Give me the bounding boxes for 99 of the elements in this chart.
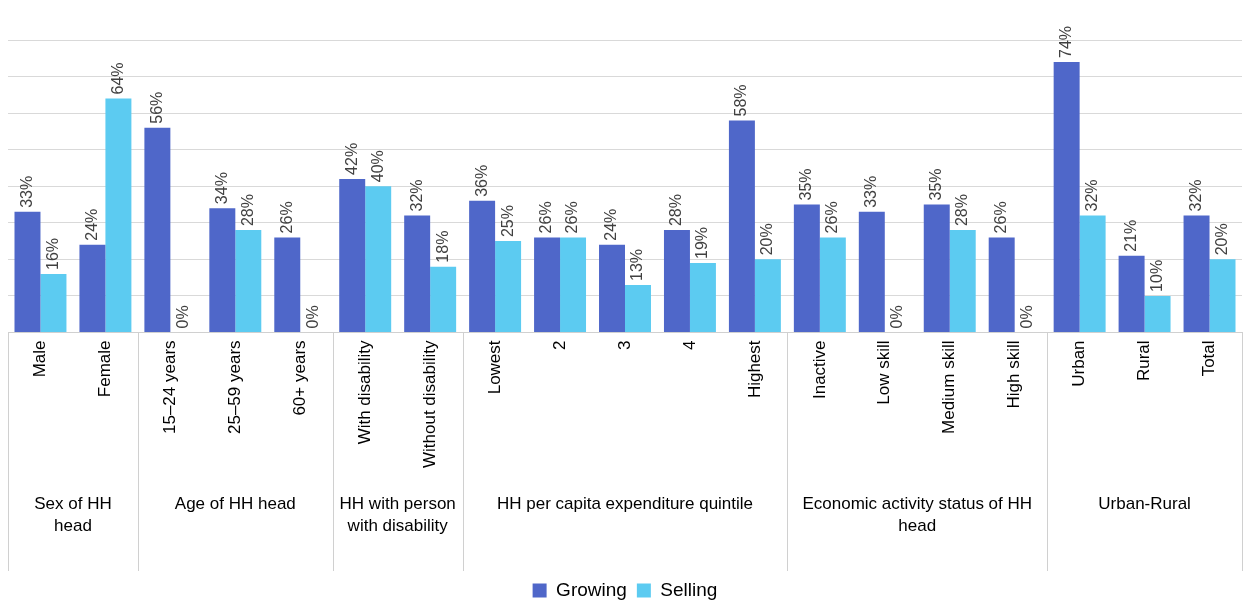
data-label: 74% xyxy=(1057,25,1075,58)
text: HH per capita expenditure quintile xyxy=(496,494,754,514)
data-label: 35% xyxy=(927,168,945,201)
data-label: 24% xyxy=(602,208,620,241)
data-label: 26% xyxy=(537,201,555,234)
data-label: 28% xyxy=(953,194,971,227)
bar xyxy=(534,237,561,332)
bar xyxy=(235,230,262,332)
data-label: 34% xyxy=(212,172,230,205)
data-label: 33% xyxy=(862,175,880,208)
x-tick-label: Lowest xyxy=(484,340,504,395)
x-tick-label: Inactive xyxy=(809,340,829,400)
bar xyxy=(469,200,496,332)
x-tick-label: 2 xyxy=(549,340,569,350)
bar xyxy=(625,284,651,332)
bar xyxy=(728,120,755,332)
bar xyxy=(209,208,236,332)
data-label: 40% xyxy=(368,150,386,183)
x-tick-label: 3 xyxy=(614,340,634,350)
data-label: 10% xyxy=(1147,259,1165,292)
x-tick-label: Male xyxy=(30,340,50,378)
data-label: 20% xyxy=(758,223,776,256)
data-label: 24% xyxy=(82,208,100,241)
data-label: 0% xyxy=(173,305,191,329)
data-label: 64% xyxy=(108,62,126,95)
bar xyxy=(988,237,1015,332)
data-label: 13% xyxy=(628,248,646,281)
x-tick-label: Rural xyxy=(1134,340,1154,382)
bar xyxy=(1144,295,1171,332)
x-tick-label: 25–59 years xyxy=(225,340,244,435)
x-tick-label: 15–24 years xyxy=(160,340,180,435)
data-label: 21% xyxy=(1122,219,1139,252)
bar xyxy=(1079,215,1106,332)
bar xyxy=(1118,255,1145,332)
bar xyxy=(793,204,820,332)
data-label: 26% xyxy=(992,201,1010,234)
data-label: 35% xyxy=(797,168,815,201)
data-label: 0% xyxy=(303,305,321,329)
x-tick-label: 4 xyxy=(679,340,699,350)
data-label: 26% xyxy=(277,201,295,234)
x-tick-label: High skill xyxy=(1004,340,1024,409)
data-label: 32% xyxy=(407,179,425,212)
text: Economic activity status of HH head xyxy=(802,494,1033,536)
bar xyxy=(949,230,976,332)
data-label: 0% xyxy=(1018,305,1036,329)
data-label: 42% xyxy=(342,142,360,175)
bar xyxy=(40,273,67,332)
data-label: 33% xyxy=(17,175,35,208)
data-label: 20% xyxy=(1212,223,1230,256)
bar xyxy=(495,241,522,332)
data-label: 58% xyxy=(732,84,750,117)
data-label: 28% xyxy=(667,194,685,227)
bar xyxy=(663,230,690,332)
x-tick-label: Total xyxy=(1199,340,1219,377)
data-label: 28% xyxy=(238,194,256,227)
bar xyxy=(923,204,950,332)
bar xyxy=(819,237,846,332)
text: HH with person with disability xyxy=(339,494,456,536)
x-tick-label: Without disability xyxy=(419,339,439,469)
bar xyxy=(79,244,106,332)
bar xyxy=(1053,61,1080,332)
bar xyxy=(858,211,885,332)
x-tick-label: 60+ years xyxy=(289,340,309,416)
bar xyxy=(274,237,301,332)
bar xyxy=(105,98,132,332)
x-tick-label: Low skill xyxy=(874,340,894,405)
bar xyxy=(430,266,457,332)
data-label: 16% xyxy=(43,237,61,270)
data-label: 26% xyxy=(823,201,841,234)
x-tick-label: Female xyxy=(95,340,115,398)
x-tick-label: Urban xyxy=(1069,340,1089,387)
bar xyxy=(599,244,625,332)
bar xyxy=(339,178,366,332)
bar xyxy=(365,186,392,332)
x-tick-label: Medium skill xyxy=(939,340,959,434)
data-label: 56% xyxy=(147,91,165,124)
bar xyxy=(689,262,716,332)
data-label: 19% xyxy=(693,226,711,259)
text: Age of HH head xyxy=(174,494,296,514)
data-label: 32% xyxy=(1186,179,1204,212)
x-tick-label: With disability xyxy=(354,339,374,445)
bar xyxy=(560,237,587,332)
text: Sex of HH head xyxy=(34,494,112,536)
bar xyxy=(144,127,171,332)
bar xyxy=(404,215,431,332)
data-label: 25% xyxy=(498,205,516,238)
bar xyxy=(14,211,41,332)
data-label: 0% xyxy=(888,305,906,329)
legend-label: Selling xyxy=(660,578,718,600)
data-label: 26% xyxy=(563,201,581,234)
bar xyxy=(754,259,781,332)
bar xyxy=(1183,215,1210,332)
text: Urban-Rural xyxy=(1098,494,1191,514)
bar xyxy=(1209,259,1236,332)
data-label: 32% xyxy=(1083,179,1101,212)
data-label: 36% xyxy=(472,164,490,197)
x-tick-label: Highest xyxy=(744,340,764,399)
legend-label: Growing xyxy=(556,578,627,600)
data-label: 18% xyxy=(433,230,451,263)
